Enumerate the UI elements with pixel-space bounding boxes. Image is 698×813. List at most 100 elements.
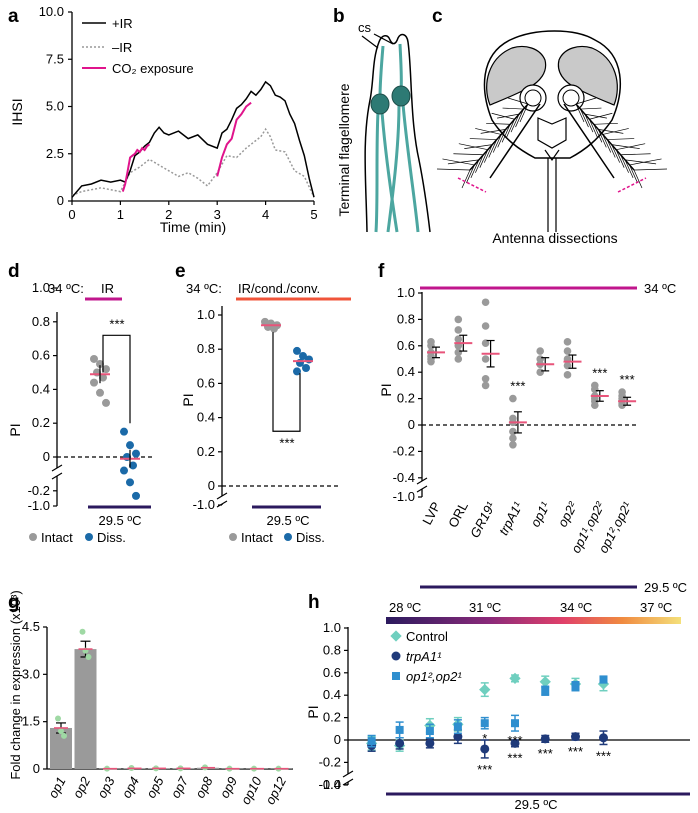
y-tick-label: 0.4 xyxy=(397,364,415,379)
legend-dot-intact-e xyxy=(229,533,237,541)
series-line-minus-ir xyxy=(71,127,315,198)
panel-d-axis: 1.0 0.8 0.6 0.4 0.2 0 -0.2-1.0 xyxy=(28,280,155,513)
significance-label-lower: *** xyxy=(477,762,492,777)
data-point xyxy=(132,491,140,500)
y-tick-label: 0.8 xyxy=(323,642,341,657)
antenna-hair xyxy=(502,107,524,110)
significance-label-lower: *** xyxy=(596,748,611,763)
panel-d: 34 ºC: IR 1.0 0.8 0.6 0.4 0.2 0 -0.2-1.0 PI **… xyxy=(7,280,155,545)
panel-letter-g: g xyxy=(8,592,20,613)
data-point xyxy=(427,342,435,350)
x-tick-label: 5 xyxy=(310,207,317,222)
significance-label: *** xyxy=(279,435,294,450)
antenna-hair xyxy=(497,113,520,119)
data-point-op xyxy=(425,727,434,736)
data-point-control xyxy=(479,683,491,696)
antenna-flagellomere-illustration: cs Terminal flagellomere xyxy=(336,20,431,233)
data-point xyxy=(563,347,572,355)
panel-h-grad-label-28: 28 ºC xyxy=(389,600,421,615)
y-tick-label: 1.0 xyxy=(32,280,50,295)
data-point-op xyxy=(480,719,489,728)
antenna-hair xyxy=(501,124,511,143)
panel-g-ylabel: Fold change in expression (x10³) xyxy=(8,590,23,779)
mosquito-head-illustration: Antenna dissections xyxy=(436,30,668,246)
panel-e-points: *** xyxy=(261,317,313,450)
panel-d-title-condition: IR xyxy=(101,281,114,296)
bar xyxy=(74,649,97,769)
legend-dot-diss xyxy=(85,533,93,541)
y-tick-label: 1.0 xyxy=(323,620,341,635)
data-point xyxy=(536,347,544,355)
data-point xyxy=(96,388,104,397)
neuron-cell-body-2 xyxy=(391,85,411,107)
axis-break xyxy=(216,492,228,508)
data-point xyxy=(129,461,137,470)
data-point-trpa1 xyxy=(540,734,550,744)
y-tick-label: 0.6 xyxy=(197,375,215,390)
antenna-hair xyxy=(575,97,597,105)
y-tick-label: 0.8 xyxy=(32,314,50,329)
y-tick-label: -0.4 xyxy=(319,777,341,792)
significance-label-lower: *** xyxy=(568,744,583,759)
data-point xyxy=(293,367,301,376)
y-tick-label: 5.0 xyxy=(46,99,64,114)
data-point xyxy=(454,348,463,357)
y-tick-label: 0.6 xyxy=(397,338,415,353)
antenna-hair xyxy=(447,159,479,165)
panel-e-legend-diss: Diss. xyxy=(296,530,325,545)
y-tick-label: 10.0 xyxy=(39,4,64,19)
category-label: GR19¹ xyxy=(467,499,499,540)
antenna-hair xyxy=(625,159,657,165)
data-point xyxy=(536,368,544,377)
data-point xyxy=(454,315,463,324)
panel-a: 0 1 2 3 4 5 0 2.5 5.0 7.5 10.0 IHSI Time (min) +IR… xyxy=(9,4,318,235)
antenna-hair xyxy=(488,139,498,158)
data-point xyxy=(481,298,490,307)
antenna-hair xyxy=(479,149,489,168)
data-point xyxy=(102,398,110,407)
y-tick-label: -1.0 xyxy=(193,497,215,512)
data-point xyxy=(126,441,134,450)
antenna-hair xyxy=(593,122,618,125)
antenna-hair xyxy=(458,143,488,151)
antenna-hair xyxy=(597,129,607,148)
y-tick-label: 0.2 xyxy=(323,710,341,725)
data-point xyxy=(591,401,599,410)
antenna-hair xyxy=(497,129,507,148)
x-tick-label: 1 xyxy=(117,207,124,222)
significance-bracket xyxy=(272,332,301,432)
category-label: op9 xyxy=(217,774,240,800)
y-tick-label: 0 xyxy=(208,478,215,493)
category-label: trpA1¹ xyxy=(496,499,526,538)
y-tick-label: 0.2 xyxy=(197,444,215,459)
antenna-hair xyxy=(510,114,520,133)
significance-label-lower: *** xyxy=(538,746,553,761)
y-tick-label: -0.2 xyxy=(28,483,50,498)
panel-f-top-temp: 34 ºC xyxy=(644,281,676,296)
antenna-hair xyxy=(466,164,475,184)
significance-label: *** xyxy=(620,372,635,387)
antenna-hair xyxy=(442,158,475,166)
data-point xyxy=(55,715,61,722)
category-label: op1¹ xyxy=(527,499,553,530)
antenna-hair xyxy=(624,159,634,178)
significance-label-upper: *** xyxy=(507,733,522,748)
panel-h-grad-label-37: 37 ºC xyxy=(640,600,672,615)
data-point-op xyxy=(571,682,580,691)
antenna-hair xyxy=(629,158,662,166)
data-point xyxy=(270,324,278,333)
antenna-hair xyxy=(515,108,524,128)
antenna-hair xyxy=(461,169,471,189)
y-tick-label: 0 xyxy=(408,417,415,432)
series-line-co2-exposure xyxy=(216,101,252,177)
antenna-hair xyxy=(589,112,613,120)
panel-a-axes xyxy=(71,12,314,202)
panel-d-legend-diss: Diss. xyxy=(97,530,126,545)
axis-break xyxy=(51,464,63,480)
panel-e-legend-intact: Intact xyxy=(241,530,273,545)
antenna-hair xyxy=(584,113,607,119)
y-tick-label: 0 xyxy=(43,449,50,464)
